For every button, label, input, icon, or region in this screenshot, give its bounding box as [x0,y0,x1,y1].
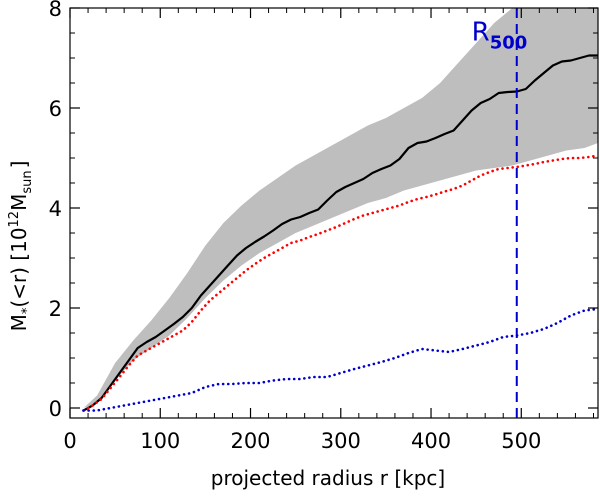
y-axis-title-sub1: * [20,307,35,314]
uncertainty-band-group [83,8,598,408]
y-axis-title-unit: M [7,194,31,211]
tick-group: 0 100 200 300 400 500 0 2 4 6 8 [49,0,598,453]
y-axis-title: M*(<r) [1012Msun] [7,161,35,332]
y-tick-label-2: 2 [49,297,62,321]
y-axis-title-sup: 12 [7,211,22,228]
r500-annotation: R500 [472,18,528,54]
y-axis-title-sub2: sun [20,170,35,193]
svg-text:M*(<r) [1012Msun]: M*(<r) [1012Msun] [7,161,35,332]
y-axis-title-suffix: ] [7,161,31,169]
plot-frame-group [69,7,599,419]
x-axis-title: projected radius r [kpc] [211,466,445,490]
y-tick-label-0: 0 [49,397,62,421]
y-axis-title-prefix: M [7,314,31,331]
y-tick-label-4: 4 [49,197,62,221]
y-tick-label-8: 8 [49,0,62,21]
r500-annotation-sub: 500 [490,33,528,54]
plot-frame [69,7,599,419]
y-axis-title-mid: (<r) [10 [7,227,31,307]
uncertainty-band [83,8,598,408]
series-line-red [82,154,598,412]
series-line-blue [82,307,598,412]
series-group [82,54,598,412]
x-tick-label-0: 0 [63,429,76,453]
y-tick-label-6: 6 [49,97,62,121]
x-tick-label-100: 100 [140,429,180,453]
x-tick-label-500: 500 [501,429,541,453]
series-line-total [82,54,598,412]
r500-annotation-main: R [472,18,490,48]
x-tick-label-400: 400 [411,429,451,453]
x-tick-label-200: 200 [230,429,270,453]
x-tick-label-300: 300 [321,429,361,453]
